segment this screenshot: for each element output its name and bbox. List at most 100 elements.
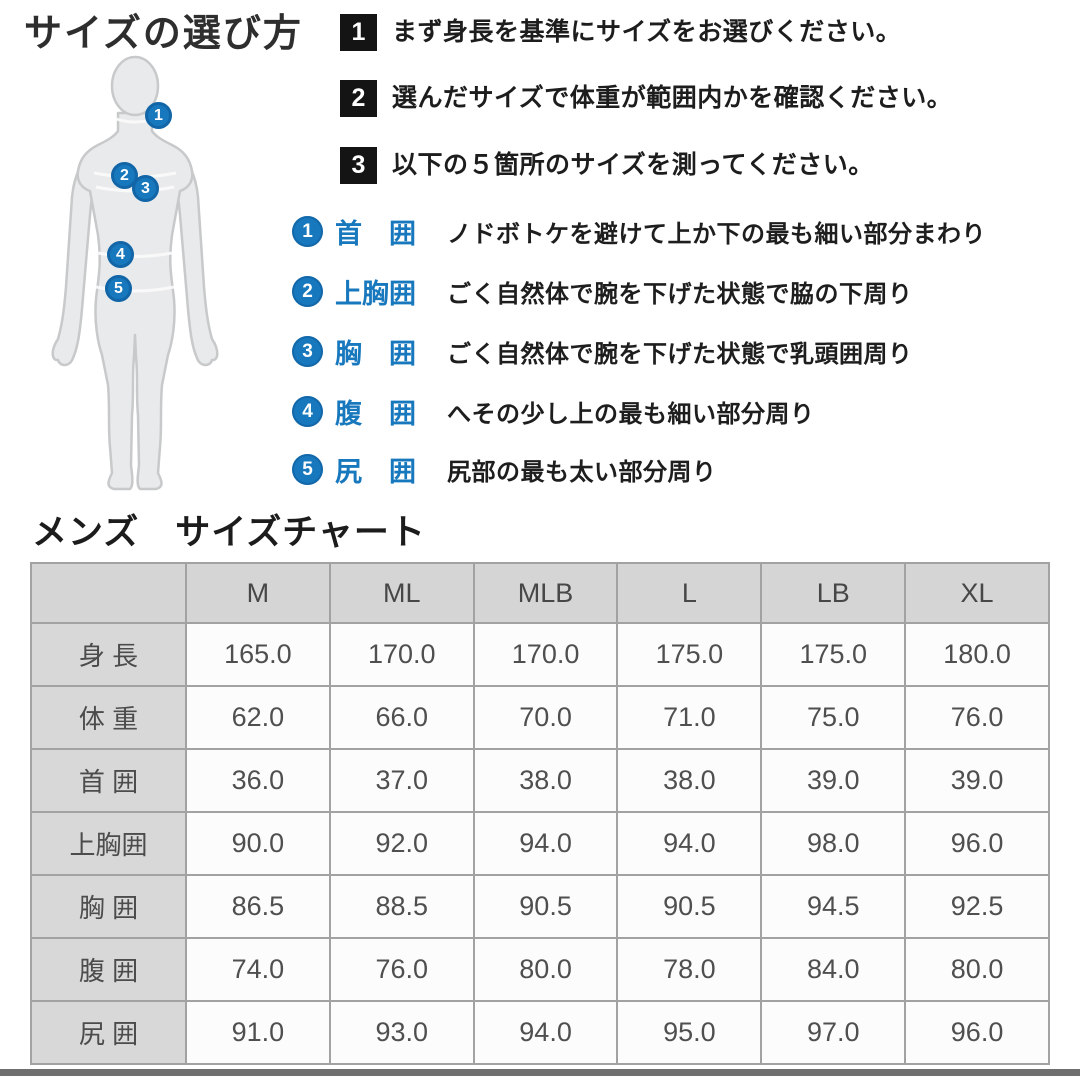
table-cell: 76.0: [328, 937, 475, 1002]
table-cell: 175.0: [616, 622, 763, 687]
table-cell: 37.0: [328, 748, 475, 813]
table-cell: 78.0: [616, 937, 763, 1002]
step-item-2: 2 選んだサイズで体重が範囲内かを確認ください。: [340, 80, 952, 117]
column-header-M: M: [185, 562, 331, 624]
table-cell: 180.0: [904, 622, 1050, 687]
body-marker-5: 5: [105, 275, 132, 302]
table-cell: 90.5: [472, 874, 619, 939]
step-item-3: 3 以下の５箇所のサイズを測ってください。: [340, 147, 874, 184]
table-cell: 84.0: [760, 937, 907, 1002]
table-cell: 66.0: [328, 685, 475, 750]
table-cell: 88.5: [328, 874, 475, 939]
measurement-label: 胸 囲: [335, 339, 416, 369]
measurement-description: へその少し上の最も細い部分周り: [447, 401, 815, 428]
measurement-number-badge: 1: [292, 216, 323, 247]
step-number-badge: 2: [340, 80, 377, 117]
table-row: 体 重 62.0 66.0 70.0 71.0 75.0 76.0: [30, 685, 1050, 750]
table-cell: 96.0: [904, 1000, 1050, 1065]
table-cell: 74.0: [185, 937, 331, 1002]
measurement-label: 尻 囲: [335, 457, 416, 487]
step-text: 選んだサイズで体重が範囲内かを確認ください。: [392, 84, 953, 112]
body-silhouette: [51, 55, 219, 491]
column-header-MLB: MLB: [472, 562, 619, 624]
row-header: 体 重: [30, 685, 187, 750]
table-cell: 90.0: [185, 811, 331, 876]
body-marker-1: 1: [145, 102, 172, 129]
measurement-item-2: 2 上胸囲 ごく自然体で腕を下げた状態で脇の下周り: [292, 272, 913, 311]
measurement-description: 尻部の最も太い部分周り: [447, 459, 717, 486]
row-header: 身 長: [30, 622, 187, 687]
measurement-description: ごく自然体で腕を下げた状態で乳頭囲周り: [447, 341, 913, 368]
column-header-XL: XL: [904, 562, 1050, 624]
row-header: 胸 囲: [30, 874, 187, 939]
table-row: 胸 囲 86.5 88.5 90.5 90.5 94.5 92.5: [30, 874, 1050, 939]
table-cell: 70.0: [472, 685, 619, 750]
table-row: 尻 囲 91.0 93.0 94.0 95.0 97.0 96.0: [30, 1000, 1050, 1065]
table-row: 上胸囲 90.0 92.0 94.0 94.0 98.0 96.0: [30, 811, 1050, 876]
column-header-L: L: [616, 562, 763, 624]
page-title: サイズの選び方: [24, 13, 303, 55]
row-header: 尻 囲: [30, 1000, 187, 1065]
column-header-ML: ML: [328, 562, 475, 624]
table-cell: 86.5: [185, 874, 331, 939]
measurement-number-badge: 3: [292, 336, 323, 367]
table-cell: 36.0: [185, 748, 331, 813]
table-cell: 175.0: [760, 622, 907, 687]
measurement-label: 上胸囲: [335, 279, 416, 309]
table-cell: 38.0: [472, 748, 619, 813]
measurement-number-badge: 4: [292, 396, 323, 427]
table-cell: 80.0: [472, 937, 619, 1002]
measurement-number-badge: 2: [292, 276, 323, 307]
table-row: 腹 囲 74.0 76.0 80.0 78.0 84.0 80.0: [30, 937, 1050, 1002]
table-cell: 76.0: [904, 685, 1050, 750]
step-number-badge: 3: [340, 147, 377, 184]
table-cell: 62.0: [185, 685, 331, 750]
table-cell: 39.0: [904, 748, 1050, 813]
table-cell: 170.0: [328, 622, 475, 687]
row-header: 腹 囲: [30, 937, 187, 1002]
measurement-label: 首 囲: [335, 219, 416, 249]
table-cell: 94.0: [472, 811, 619, 876]
measurement-number-badge: 5: [292, 454, 323, 485]
step-item-1: 1 まず身長を基準にサイズをお選びください。: [340, 14, 901, 51]
table-row: 首 囲 36.0 37.0 38.0 38.0 39.0 39.0: [30, 748, 1050, 813]
body-marker-4: 4: [107, 241, 134, 268]
measurement-label: 腹 囲: [335, 399, 416, 429]
table-cell: 98.0: [760, 811, 907, 876]
measurement-item-1: 1 首 囲 ノドボトケを避けて上か下の最も細い部分まわり: [292, 212, 986, 251]
table-cell: 71.0: [616, 685, 763, 750]
table-cell: 94.0: [616, 811, 763, 876]
body-marker-3: 3: [132, 175, 159, 202]
table-cell: 91.0: [185, 1000, 331, 1065]
table-cell: 97.0: [760, 1000, 907, 1065]
measurement-item-3: 3 胸 囲 ごく自然体で腕を下げた状態で乳頭囲周り: [292, 332, 913, 371]
step-text: まず身長を基準にサイズをお選びください。: [392, 18, 902, 46]
measurement-item-4: 4 腹 囲 へその少し上の最も細い部分周り: [292, 392, 815, 431]
size-chart-table: M ML MLB L LB XL 身 長 165.0 170.0 170.0 175.0 175.0…: [30, 562, 1050, 1065]
table-cell: 95.0: [616, 1000, 763, 1065]
table-cell: 94.5: [760, 874, 907, 939]
table-cell: 96.0: [904, 811, 1050, 876]
table-cell: 75.0: [760, 685, 907, 750]
row-header: 上胸囲: [30, 811, 187, 876]
table-cell: 38.0: [616, 748, 763, 813]
table-cell: 94.0: [472, 1000, 619, 1065]
table-cell: 80.0: [904, 937, 1050, 1002]
table-cell: 92.5: [904, 874, 1050, 939]
step-text: 以下の５箇所のサイズを測ってください。: [392, 151, 874, 179]
table-cell: 93.0: [328, 1000, 475, 1065]
size-chart-title: メンズ サイズチャート: [32, 513, 426, 552]
table-cell: 39.0: [760, 748, 907, 813]
row-header: 首 囲: [30, 748, 187, 813]
measurement-item-5: 5 尻 囲 尻部の最も太い部分周り: [292, 450, 717, 489]
table-row: 身 長 165.0 170.0 170.0 175.0 175.0 180.0: [30, 622, 1050, 687]
column-header-LB: LB: [760, 562, 907, 624]
bottom-edge-bar: [0, 1069, 1080, 1076]
table-cell: 90.5: [616, 874, 763, 939]
step-number-badge: 1: [340, 14, 377, 51]
measurement-description: ごく自然体で腕を下げた状態で脇の下周り: [447, 281, 913, 308]
measurement-description: ノドボトケを避けて上か下の最も細い部分まわり: [447, 221, 986, 248]
table-cell: 165.0: [185, 622, 331, 687]
